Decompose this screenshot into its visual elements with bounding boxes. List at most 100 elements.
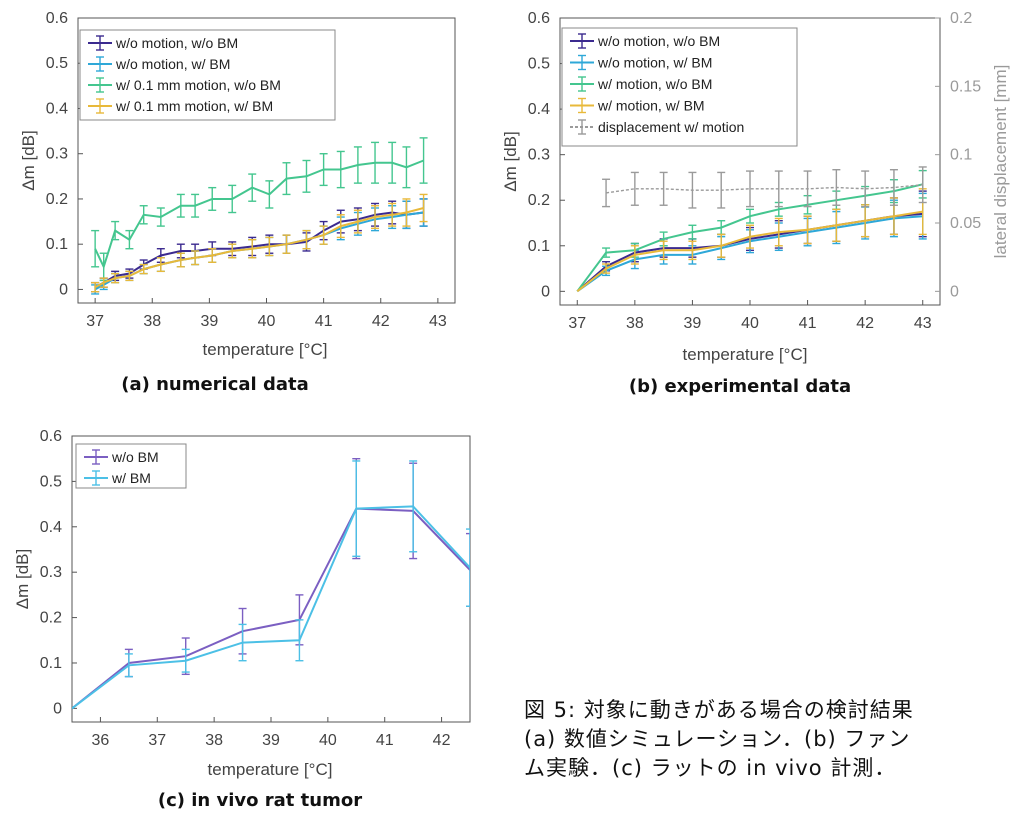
legend-entry: displacement w/ motion: [570, 119, 744, 135]
error-bar: [832, 168, 841, 206]
y-tick-label: 0: [541, 283, 550, 300]
error-bar: [295, 619, 304, 662]
error-bar: [388, 202, 397, 227]
y2-tick-label: 0.2: [950, 10, 972, 27]
legend-label: w/o motion, w/o BM: [115, 35, 238, 51]
legend-label: w/o motion, w/ BM: [115, 56, 230, 72]
error-bar: [302, 159, 311, 193]
error-bar: [302, 229, 311, 250]
error-bar: [352, 460, 361, 558]
error-bar: [176, 193, 185, 218]
panel-a-numerical-data: 37 38 39 40 41 42 43 0 0.1 0.2 0.3 0.4 0.5 0.6 tempera…: [19, 10, 456, 395]
error-bar: [319, 225, 328, 245]
error-bar: [139, 205, 148, 225]
legend-entry: w/ BM: [84, 470, 151, 486]
error-bar: [125, 229, 134, 250]
y-tick-label: 0.1: [40, 655, 62, 672]
legend: w/o motion, w/o BM w/o motion, w/ BM w/ 0.…: [79, 29, 336, 121]
x-tick-label: 41: [799, 315, 817, 332]
error-bar: [265, 180, 274, 209]
legend-label: w/ 0.1 mm motion, w/o BM: [115, 77, 281, 93]
error-bar: [156, 207, 165, 227]
y2-tick-label: 0.05: [950, 215, 981, 232]
x-tick-label: 42: [433, 732, 451, 749]
error-bar: [602, 247, 611, 258]
y-tick-label: 0.2: [528, 192, 550, 209]
x-axis-label: temperature [°C]: [208, 760, 333, 779]
figure-caption: 図 5: 対象に動きがある場合の検討結果 (a) 数値シミュレーション．(b) …: [524, 696, 1018, 783]
error-bar: [774, 170, 783, 208]
legend-label: w/o BM: [111, 449, 159, 465]
y-tick-label: 0.3: [40, 564, 62, 581]
error-bar: [319, 153, 328, 187]
y2-tick-label: 0.15: [950, 78, 981, 95]
y-tick-label: 0.5: [528, 56, 550, 73]
legend-box: [75, 443, 187, 489]
error-bar: [774, 217, 783, 247]
error-bar: [889, 168, 898, 206]
legend-box: [561, 27, 798, 147]
y-tick-label: 0.6: [46, 10, 68, 27]
error-bar: [832, 208, 841, 242]
legend-entry: w/o motion, w/ BM: [88, 56, 230, 72]
error-bar: [91, 281, 100, 293]
error-bar: [176, 252, 185, 268]
error-bar: [111, 220, 120, 241]
x-axis-label: temperature [°C]: [203, 340, 328, 359]
error-bar: [228, 243, 237, 259]
series: [602, 166, 927, 209]
legend-entry: w/ 0.1 mm motion, w/o BM: [88, 77, 281, 93]
x-tick-label: 41: [315, 313, 333, 330]
y-tick-label: 0.3: [528, 147, 550, 164]
error-bar: [717, 171, 726, 209]
y-tick-label: 0.1: [46, 236, 68, 253]
series-line: [72, 505, 470, 710]
series-group: [72, 457, 470, 710]
y-tick-label: 0.4: [528, 101, 550, 118]
y-tick-label: 0: [53, 700, 62, 717]
error-bar: [803, 170, 812, 208]
error-bar: [861, 170, 870, 208]
panel-b-experimental-data: 37 38 39 40 41 42 43 0 0.1 0.2 0.3 0.4 0.5 0.6 0 0.05 0.…: [501, 10, 1010, 397]
series: [91, 137, 428, 282]
legend-box: [79, 29, 336, 121]
error-bar: [111, 272, 120, 284]
y-tick-label: 0.2: [40, 610, 62, 627]
x-tick-label: 38: [143, 313, 161, 330]
error-bar: [282, 234, 291, 254]
x-tick-label: 43: [914, 315, 932, 332]
error-bar: [688, 171, 697, 209]
error-bar: [228, 184, 237, 214]
x-tick-label: 37: [568, 315, 586, 332]
error-bar: [630, 171, 639, 206]
error-bar: [248, 173, 257, 202]
series-group: [576, 166, 927, 293]
legend-entry: w/o motion, w/o BM: [570, 33, 720, 49]
series: [72, 460, 470, 710]
y-axis-label: Δm [dB]: [13, 549, 32, 609]
legend-label: w/o motion, w/ BM: [597, 55, 712, 71]
panel-title: (c) in vivo rat tumor: [158, 790, 362, 811]
error-bar: [125, 270, 134, 282]
panel-title: (b) experimental data: [629, 376, 851, 397]
y2-tick-label: 0: [950, 283, 959, 300]
error-bar: [688, 240, 697, 261]
series: [91, 193, 428, 293]
x-tick-label: 39: [684, 315, 702, 332]
error-bar: [388, 141, 397, 184]
error-bar: [91, 229, 100, 268]
error-bar: [336, 214, 345, 239]
error-bar: [746, 170, 754, 208]
error-bar: [353, 209, 362, 234]
legend-label: w/ 0.1 mm motion, w/ BM: [115, 98, 273, 114]
x-tick-label: 41: [376, 732, 394, 749]
error-bar: [402, 146, 411, 189]
error-bar: [336, 150, 345, 189]
error-bar: [918, 166, 927, 204]
legend: w/o motion, w/o BM w/o motion, w/ BM w/ mo…: [561, 27, 798, 147]
error-bar: [602, 178, 611, 208]
x-tick-label: 42: [372, 313, 390, 330]
series-line: [72, 507, 470, 710]
panel-c-in-vivo-rat-tumor: 36 37 38 39 40 41 42 0 0.1 0.2 0.3 0.4 0.5 0.6 tempera…: [13, 428, 471, 811]
y-tick-label: 0.2: [46, 191, 68, 208]
